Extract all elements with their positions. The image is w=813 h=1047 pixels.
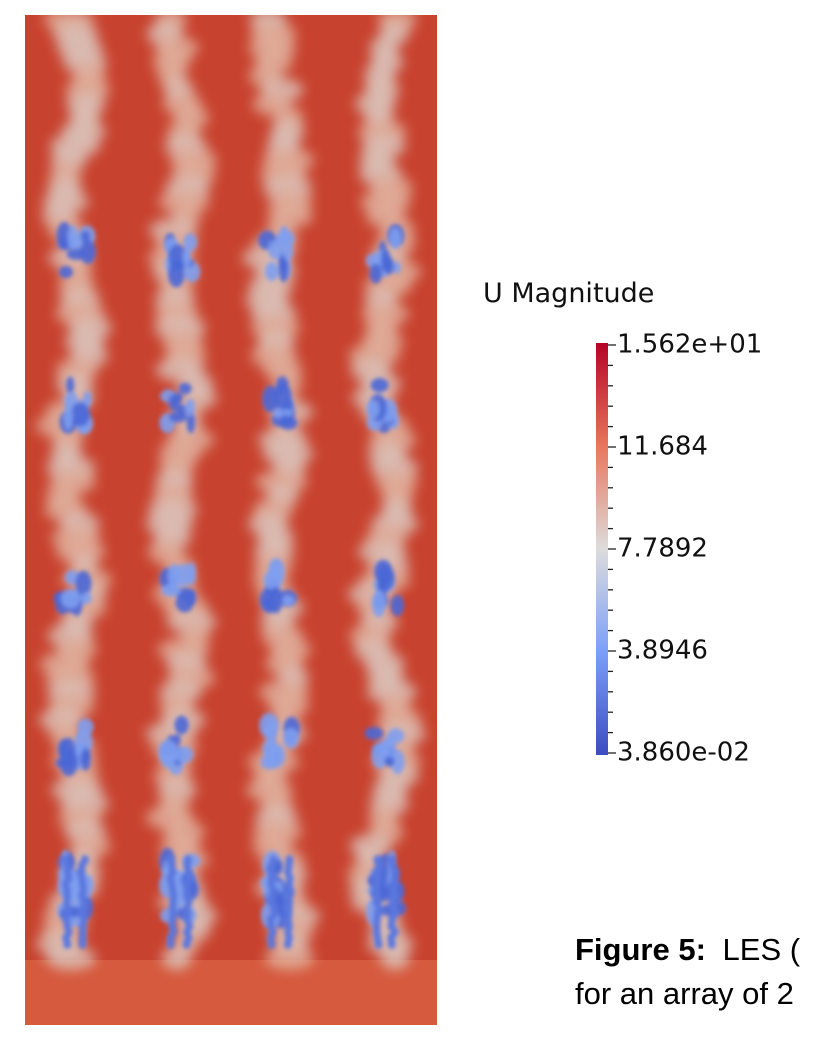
vortex-core	[60, 749, 78, 776]
colorbar-ticks: 1.562e+01 11.684 7.7892 3.8946 3.860e-02	[608, 330, 762, 768]
vortex-core	[273, 408, 284, 418]
vortex-core	[370, 264, 383, 284]
vortex-core	[158, 740, 178, 766]
vortex-core	[61, 589, 80, 609]
figure: U Magnitude 1.562e+01 11.684 7.7892 3.8946 3…	[0, 0, 813, 1047]
caption-label: Figure 5:	[575, 932, 706, 967]
vortex-core	[265, 262, 278, 281]
vortex-core	[80, 748, 90, 771]
vortex-core	[66, 376, 74, 393]
vortex-core	[259, 713, 279, 738]
vortex-core	[391, 595, 404, 616]
caption-text: for an array of 2	[575, 976, 794, 1011]
vortex-core	[283, 728, 299, 749]
plume	[162, 946, 191, 970]
vortex-core	[276, 230, 295, 247]
vortex-core	[169, 394, 181, 411]
vortex-core	[185, 399, 195, 417]
vortex-core	[270, 560, 281, 581]
vortex-core	[183, 939, 191, 949]
vortex-core	[175, 746, 193, 763]
caption: Figure 5: LES (	[575, 932, 801, 967]
vortex-core	[387, 728, 404, 743]
vortex-core	[63, 939, 71, 949]
vortex-core	[381, 249, 390, 272]
vortex-core	[276, 376, 289, 394]
vortex-core	[176, 593, 194, 613]
plume	[381, 946, 410, 970]
vortex-core	[281, 595, 294, 606]
vortex-core	[267, 939, 275, 949]
field-inlet	[25, 960, 437, 1025]
vortex-core	[183, 247, 191, 267]
vortex-core	[262, 386, 278, 413]
vortex-core	[66, 249, 86, 260]
colorbar-tick-label: 3.860e-02	[617, 738, 750, 768]
vortex-core	[366, 400, 379, 419]
vortex-core	[263, 598, 277, 613]
flow-field	[25, 8, 437, 1025]
vortex-core	[167, 939, 175, 949]
vortex-core	[285, 399, 294, 410]
colorbar-tick-label: 1.562e+01	[617, 330, 762, 360]
plume	[265, 946, 314, 970]
vortex-core	[179, 383, 192, 394]
vortex-core	[284, 939, 292, 949]
vortex-core	[371, 378, 389, 392]
vortex-core	[82, 592, 92, 604]
vortex-core	[59, 266, 73, 278]
vortex-core	[377, 565, 395, 591]
vortex-core	[266, 743, 285, 768]
vortex-core	[64, 404, 73, 430]
vortex-core	[279, 417, 297, 430]
vortex-core	[371, 742, 388, 769]
page: U Magnitude 1.562e+01 11.684 7.7892 3.8946 3…	[0, 0, 813, 1047]
plume	[46, 946, 96, 970]
vortex-core	[389, 228, 401, 250]
colorbar-tick-label: 3.8946	[617, 636, 708, 666]
vortex-core	[388, 939, 396, 949]
colorbar-tick-label: 11.684	[617, 432, 708, 462]
caption-text: LES (	[723, 932, 801, 967]
vortex-core	[71, 402, 90, 426]
vortex-core	[174, 716, 188, 735]
vortex-core	[168, 564, 181, 588]
vortex-core	[365, 727, 384, 740]
colorbar-title: U Magnitude	[483, 278, 654, 309]
colorbar	[596, 343, 608, 755]
vortex-core	[73, 234, 82, 249]
colorbar-tick-label: 7.7892	[617, 534, 708, 564]
vortex-core	[384, 756, 394, 767]
vortex-core	[374, 939, 382, 949]
vortex-core	[78, 939, 86, 949]
vortex-core	[372, 590, 386, 617]
